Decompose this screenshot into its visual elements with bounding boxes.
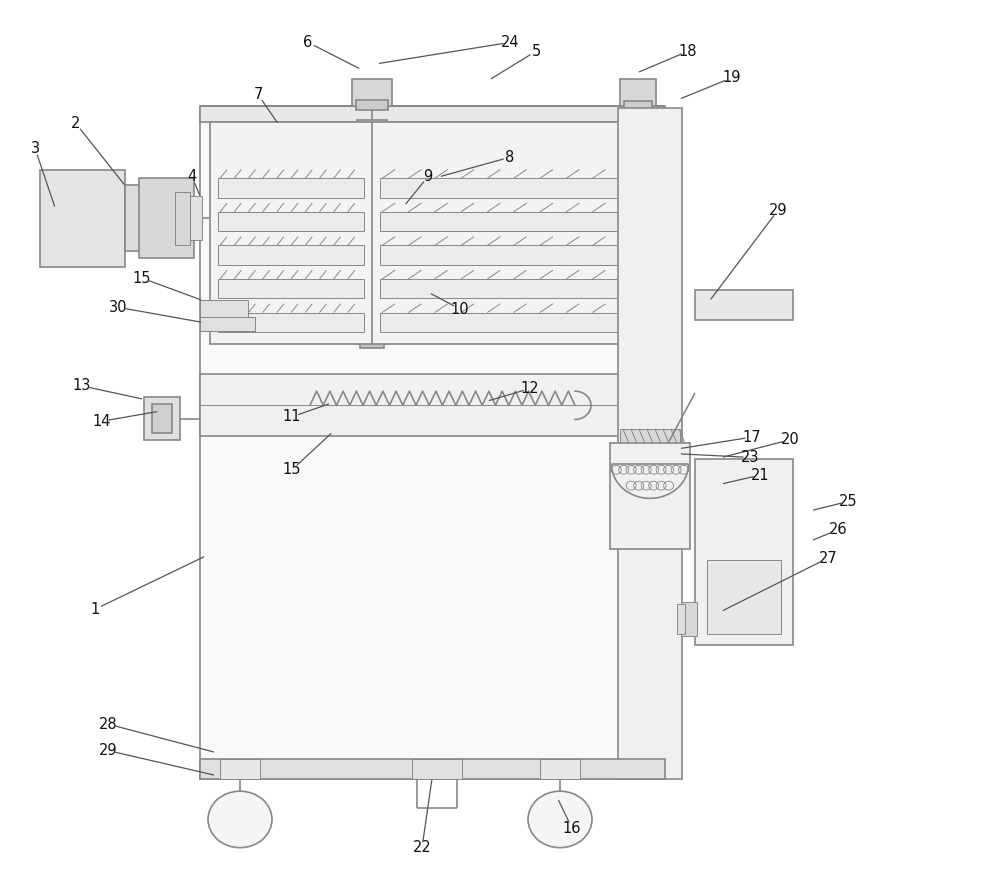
- Text: 18: 18: [679, 44, 697, 58]
- Text: 17: 17: [743, 430, 761, 444]
- Bar: [624, 120, 652, 132]
- Text: 22: 22: [413, 841, 431, 855]
- Circle shape: [208, 791, 272, 848]
- Text: 30: 30: [109, 300, 127, 314]
- Text: 14: 14: [93, 414, 111, 428]
- Text: 9: 9: [423, 170, 433, 184]
- Bar: [356, 100, 388, 110]
- Bar: [695, 290, 793, 320]
- Bar: [139, 178, 194, 258]
- Text: 28: 28: [99, 717, 117, 731]
- Bar: [175, 192, 190, 245]
- Bar: [200, 374, 665, 436]
- Bar: [412, 759, 462, 779]
- Bar: [380, 313, 647, 332]
- Bar: [218, 212, 364, 231]
- Bar: [152, 404, 172, 433]
- Text: 15: 15: [283, 463, 301, 477]
- Bar: [707, 560, 781, 634]
- Bar: [218, 279, 364, 298]
- Bar: [610, 443, 690, 549]
- Text: 29: 29: [769, 203, 787, 217]
- Bar: [125, 185, 143, 251]
- Text: 23: 23: [741, 450, 759, 464]
- Bar: [380, 245, 647, 265]
- Bar: [200, 759, 665, 779]
- Text: 29: 29: [99, 743, 117, 758]
- Text: 10: 10: [451, 302, 469, 316]
- Bar: [218, 178, 364, 198]
- Bar: [620, 429, 680, 443]
- Bar: [218, 313, 364, 332]
- Text: 24: 24: [501, 35, 519, 49]
- Text: 15: 15: [133, 271, 151, 285]
- Bar: [200, 108, 665, 779]
- Bar: [40, 170, 125, 267]
- Text: 6: 6: [303, 35, 313, 49]
- Text: 26: 26: [829, 523, 847, 537]
- Bar: [200, 300, 248, 318]
- Bar: [180, 196, 202, 240]
- Bar: [695, 459, 793, 645]
- Bar: [624, 101, 652, 111]
- Text: 16: 16: [563, 821, 581, 835]
- Text: 25: 25: [839, 494, 857, 509]
- Text: 1: 1: [90, 602, 100, 616]
- Bar: [218, 245, 364, 265]
- Text: 7: 7: [253, 87, 263, 102]
- Text: 13: 13: [73, 379, 91, 393]
- Text: 12: 12: [521, 381, 539, 396]
- Circle shape: [528, 791, 592, 848]
- Text: 20: 20: [781, 433, 799, 447]
- Bar: [144, 397, 180, 440]
- Bar: [357, 120, 387, 132]
- Bar: [618, 108, 682, 779]
- Text: 2: 2: [71, 117, 81, 131]
- Bar: [200, 317, 255, 331]
- Bar: [362, 128, 382, 137]
- Text: 11: 11: [283, 410, 301, 424]
- Bar: [380, 279, 647, 298]
- Bar: [540, 759, 580, 779]
- Bar: [681, 602, 697, 636]
- Bar: [352, 79, 392, 106]
- Text: 21: 21: [751, 468, 769, 482]
- Text: 8: 8: [505, 150, 515, 164]
- Bar: [677, 604, 685, 634]
- Text: 27: 27: [819, 551, 837, 565]
- Bar: [360, 339, 384, 348]
- Bar: [380, 212, 647, 231]
- Text: 19: 19: [723, 71, 741, 85]
- Bar: [220, 759, 260, 779]
- Bar: [620, 79, 656, 106]
- Text: 3: 3: [30, 141, 40, 155]
- Bar: [380, 178, 647, 198]
- Bar: [629, 128, 647, 137]
- Text: 5: 5: [531, 44, 541, 58]
- Bar: [210, 122, 655, 344]
- Bar: [354, 330, 390, 344]
- Bar: [200, 106, 665, 122]
- Text: 4: 4: [187, 170, 197, 184]
